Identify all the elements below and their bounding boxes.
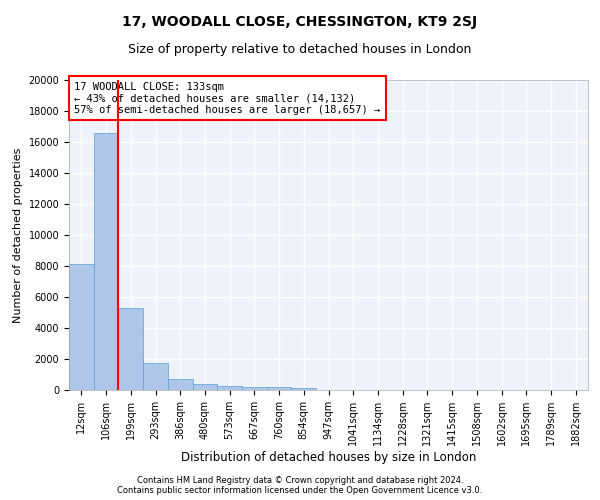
Bar	[69, 264, 94, 390]
Text: 17, WOODALL CLOSE, CHESSINGTON, KT9 2SJ: 17, WOODALL CLOSE, CHESSINGTON, KT9 2SJ	[122, 15, 478, 29]
Bar	[242, 386, 267, 390]
Bar	[168, 379, 193, 390]
Text: Contains HM Land Registry data © Crown copyright and database right 2024.
Contai: Contains HM Land Registry data © Crown c…	[118, 476, 482, 495]
Bar	[94, 132, 118, 390]
Bar	[193, 384, 217, 390]
Text: 17 WOODALL CLOSE: 133sqm
← 43% of detached houses are smaller (14,132)
57% of se: 17 WOODALL CLOSE: 133sqm ← 43% of detach…	[74, 82, 380, 115]
Bar	[292, 388, 316, 390]
Bar	[267, 388, 292, 390]
Y-axis label: Number of detached properties: Number of detached properties	[13, 148, 23, 322]
Bar	[143, 363, 168, 390]
Bar	[217, 386, 242, 390]
X-axis label: Distribution of detached houses by size in London: Distribution of detached houses by size …	[181, 451, 476, 464]
Bar	[118, 308, 143, 390]
Text: Size of property relative to detached houses in London: Size of property relative to detached ho…	[128, 42, 472, 56]
